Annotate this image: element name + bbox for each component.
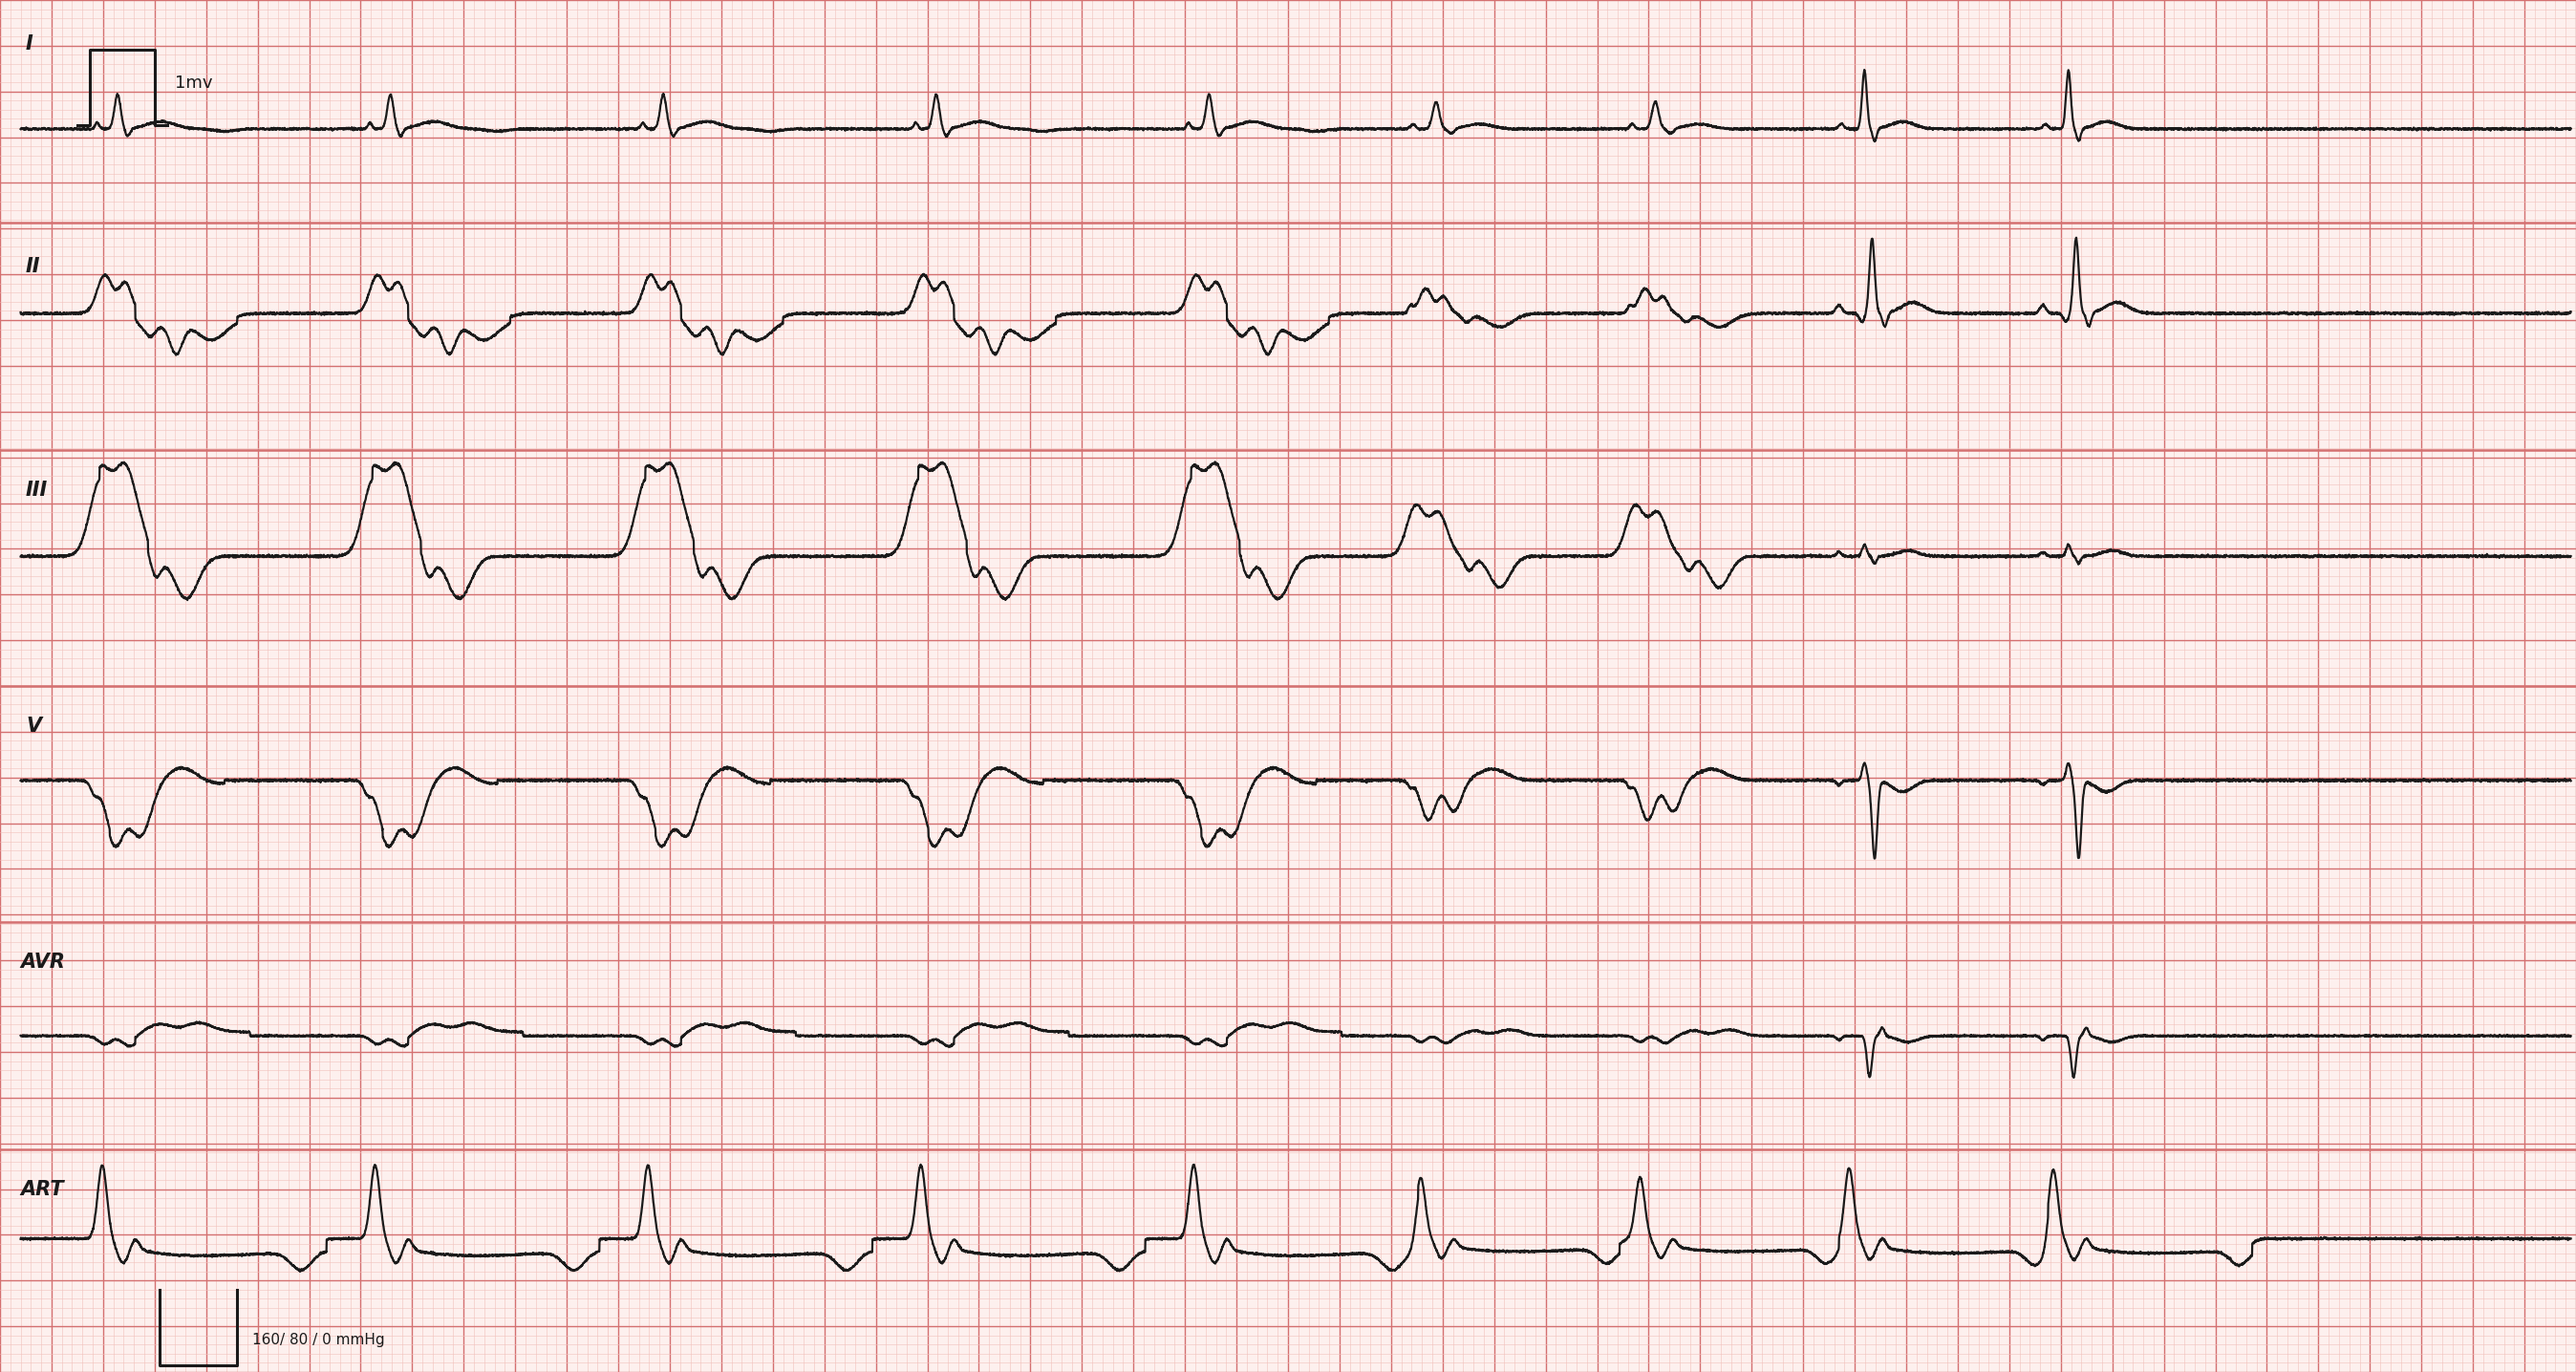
Text: ART: ART <box>21 1180 64 1199</box>
Text: AVR: AVR <box>21 952 64 971</box>
Text: 1mv: 1mv <box>175 74 214 92</box>
Text: V: V <box>26 716 41 735</box>
Text: 160/ 80 / 0 mmHg: 160/ 80 / 0 mmHg <box>252 1334 384 1347</box>
Text: II: II <box>26 257 41 276</box>
Text: III: III <box>26 480 49 499</box>
Text: I: I <box>26 34 33 54</box>
